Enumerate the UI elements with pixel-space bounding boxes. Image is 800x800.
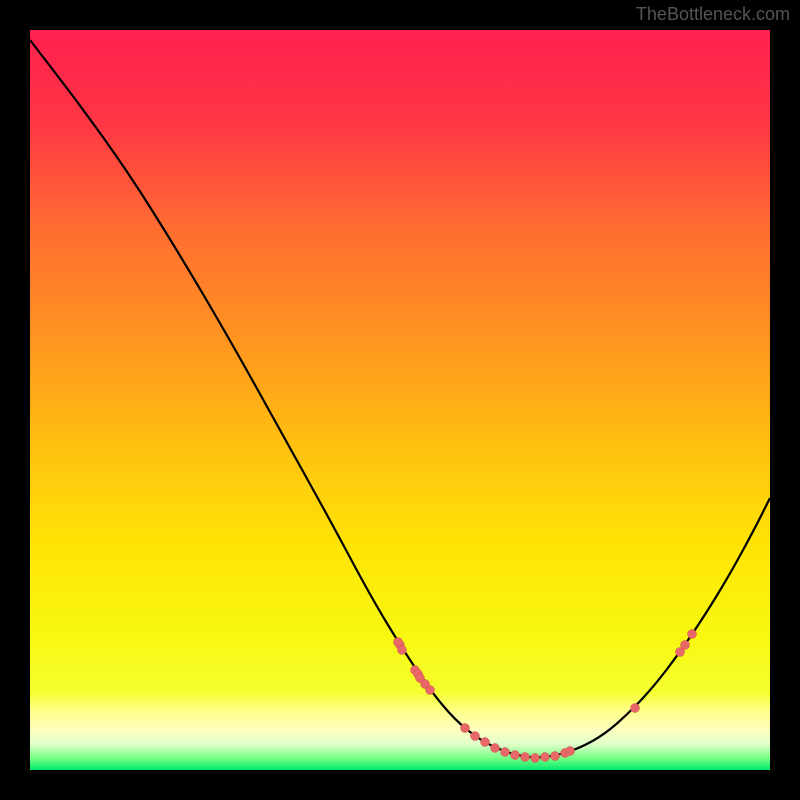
data-marker <box>551 752 560 761</box>
bottleneck-chart <box>30 30 770 770</box>
attribution-text: TheBottleneck.com <box>636 4 790 25</box>
data-marker <box>681 641 690 650</box>
data-marker <box>426 686 435 695</box>
data-marker <box>511 751 520 760</box>
data-marker <box>481 738 490 747</box>
chart-container <box>30 30 770 770</box>
data-marker <box>471 732 480 741</box>
data-marker <box>541 753 550 762</box>
data-marker <box>566 747 575 756</box>
data-marker <box>631 704 640 713</box>
data-marker <box>394 638 403 647</box>
data-marker <box>531 754 540 763</box>
data-marker <box>491 744 500 753</box>
data-marker <box>461 724 470 733</box>
data-marker <box>688 630 697 639</box>
data-marker <box>398 646 407 655</box>
data-marker <box>501 748 510 757</box>
data-marker <box>521 753 530 762</box>
chart-background <box>30 30 770 770</box>
